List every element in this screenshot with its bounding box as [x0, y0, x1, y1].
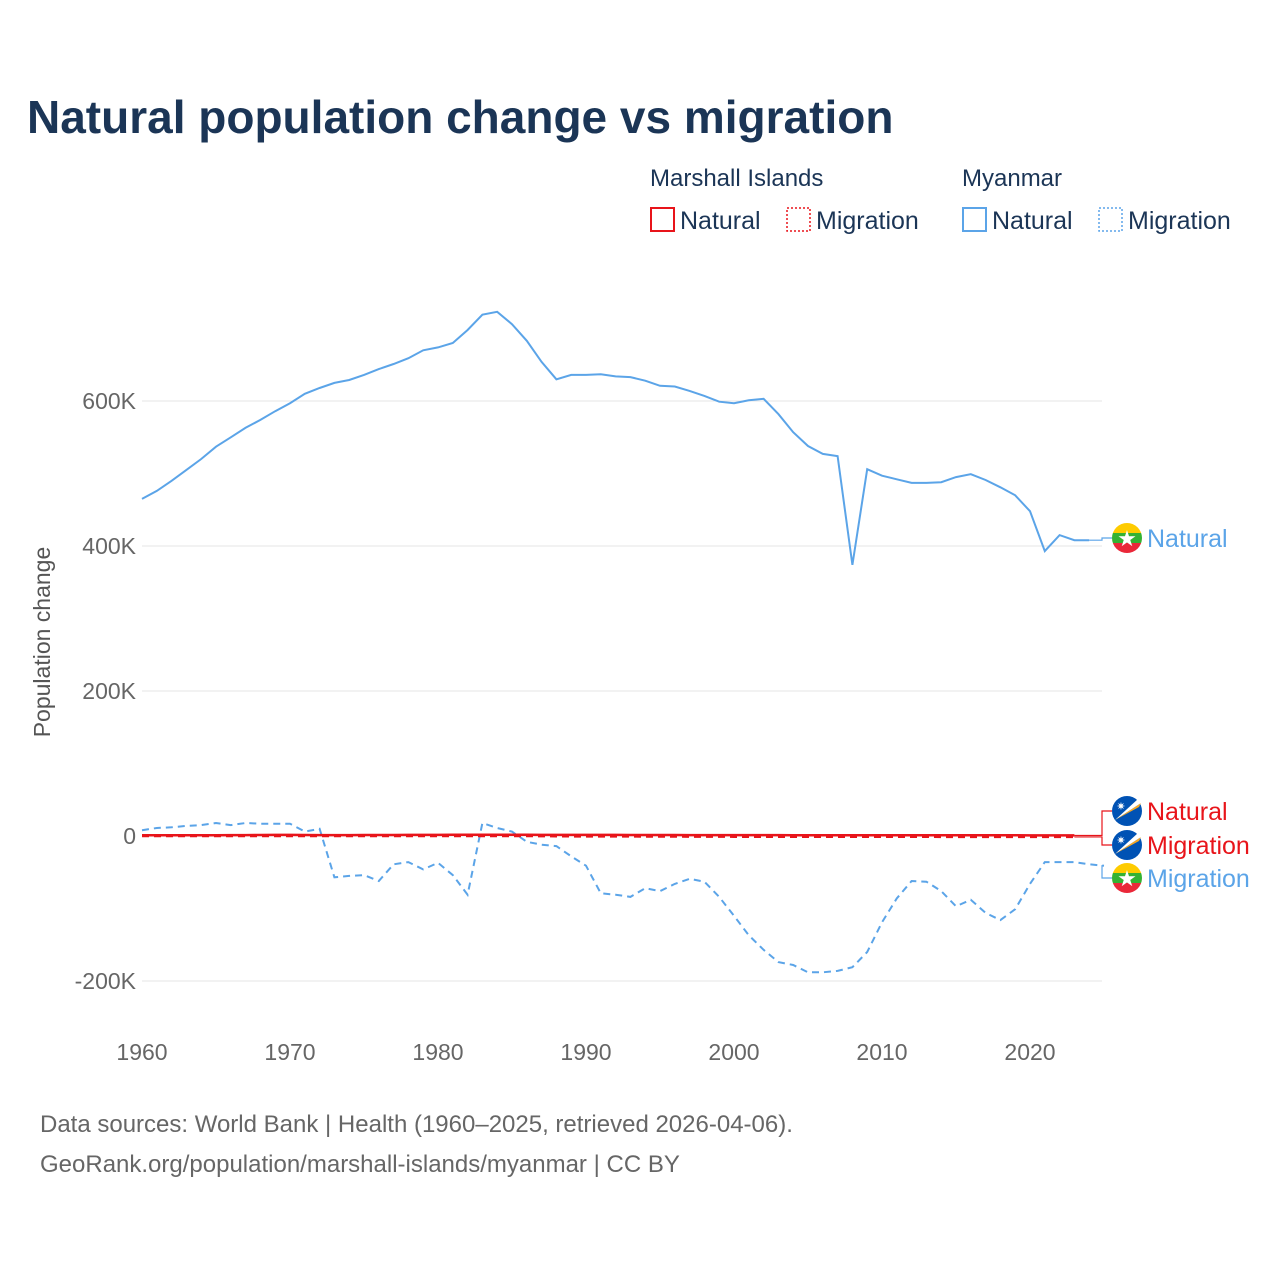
series-line-marshall-islands-natural: [142, 833, 1075, 837]
y-axis-label: Population change: [29, 547, 55, 738]
end-labels: ★ Natural ✷ Natural ✷ Migration ★ Migration: [1074, 523, 1250, 893]
svg-text:✷: ✷: [1116, 835, 1125, 847]
legend-swatch[interactable]: [962, 207, 987, 232]
x-tick-label: 1980: [412, 1039, 463, 1065]
myanmar-flag-icon: ★: [1112, 863, 1142, 893]
y-tick-label: 600K: [82, 388, 136, 414]
legend-swatch[interactable]: [786, 207, 811, 232]
legend-group-title: Myanmar: [962, 165, 1062, 192]
legend-item[interactable]: Migration: [816, 207, 919, 235]
end-label: Natural: [1147, 798, 1228, 826]
svg-text:★: ★: [1117, 526, 1137, 551]
y-tick-label: 0: [123, 823, 136, 849]
series-line-myanmar-natural: [141, 310, 1090, 566]
legend-item[interactable]: Natural: [992, 207, 1073, 235]
x-tick-label: 1970: [264, 1039, 315, 1065]
x-tick-label: 1960: [116, 1039, 167, 1065]
legend-swatch[interactable]: [1098, 207, 1123, 232]
y-tick-label: 200K: [82, 678, 136, 704]
svg-text:★: ★: [1117, 866, 1137, 891]
legend-item[interactable]: Natural: [680, 207, 761, 235]
label-connector: [1074, 836, 1112, 846]
x-tick-label: 2000: [708, 1039, 759, 1065]
marshall-islands-flag-icon: ✷: [1112, 796, 1142, 826]
footer-url: GeoRank.org/population/marshall-islands/…: [40, 1151, 680, 1178]
series-line-myanmar-migration: [141, 821, 1105, 974]
y-tick-label: -200K: [75, 968, 137, 994]
chart-title: Natural population change vs migration: [27, 91, 893, 143]
marshall-islands-flag-icon: ✷: [1112, 830, 1142, 860]
x-tick-label: 1990: [560, 1039, 611, 1065]
end-label: Natural: [1147, 525, 1228, 553]
x-tick-label: 2020: [1004, 1039, 1055, 1065]
legend-group-title: Marshall Islands: [650, 165, 823, 192]
myanmar-flag-icon: ★: [1112, 523, 1142, 553]
x-tick-label: 2010: [856, 1039, 907, 1065]
legend-item[interactable]: Migration: [1128, 207, 1231, 235]
legend: Marshall Islands Natural Migration Myanmar N…: [650, 165, 1231, 235]
legend-swatch[interactable]: [650, 207, 675, 232]
label-connector: [1089, 537, 1112, 541]
label-connector: [1101, 865, 1112, 879]
series-lines: [141, 310, 1105, 974]
y-tick-label: 400K: [82, 533, 136, 559]
footer-sources: Data sources: World Bank | Health (1960–…: [40, 1111, 793, 1138]
label-connector: [1074, 810, 1112, 837]
svg-text:✷: ✷: [1116, 801, 1125, 813]
grid: -200K 0 200K 400K 600K 1960 1970 1980 1990 2000 20…: [75, 388, 1102, 1065]
end-label: Migration: [1147, 832, 1250, 860]
end-label: Migration: [1147, 865, 1250, 893]
